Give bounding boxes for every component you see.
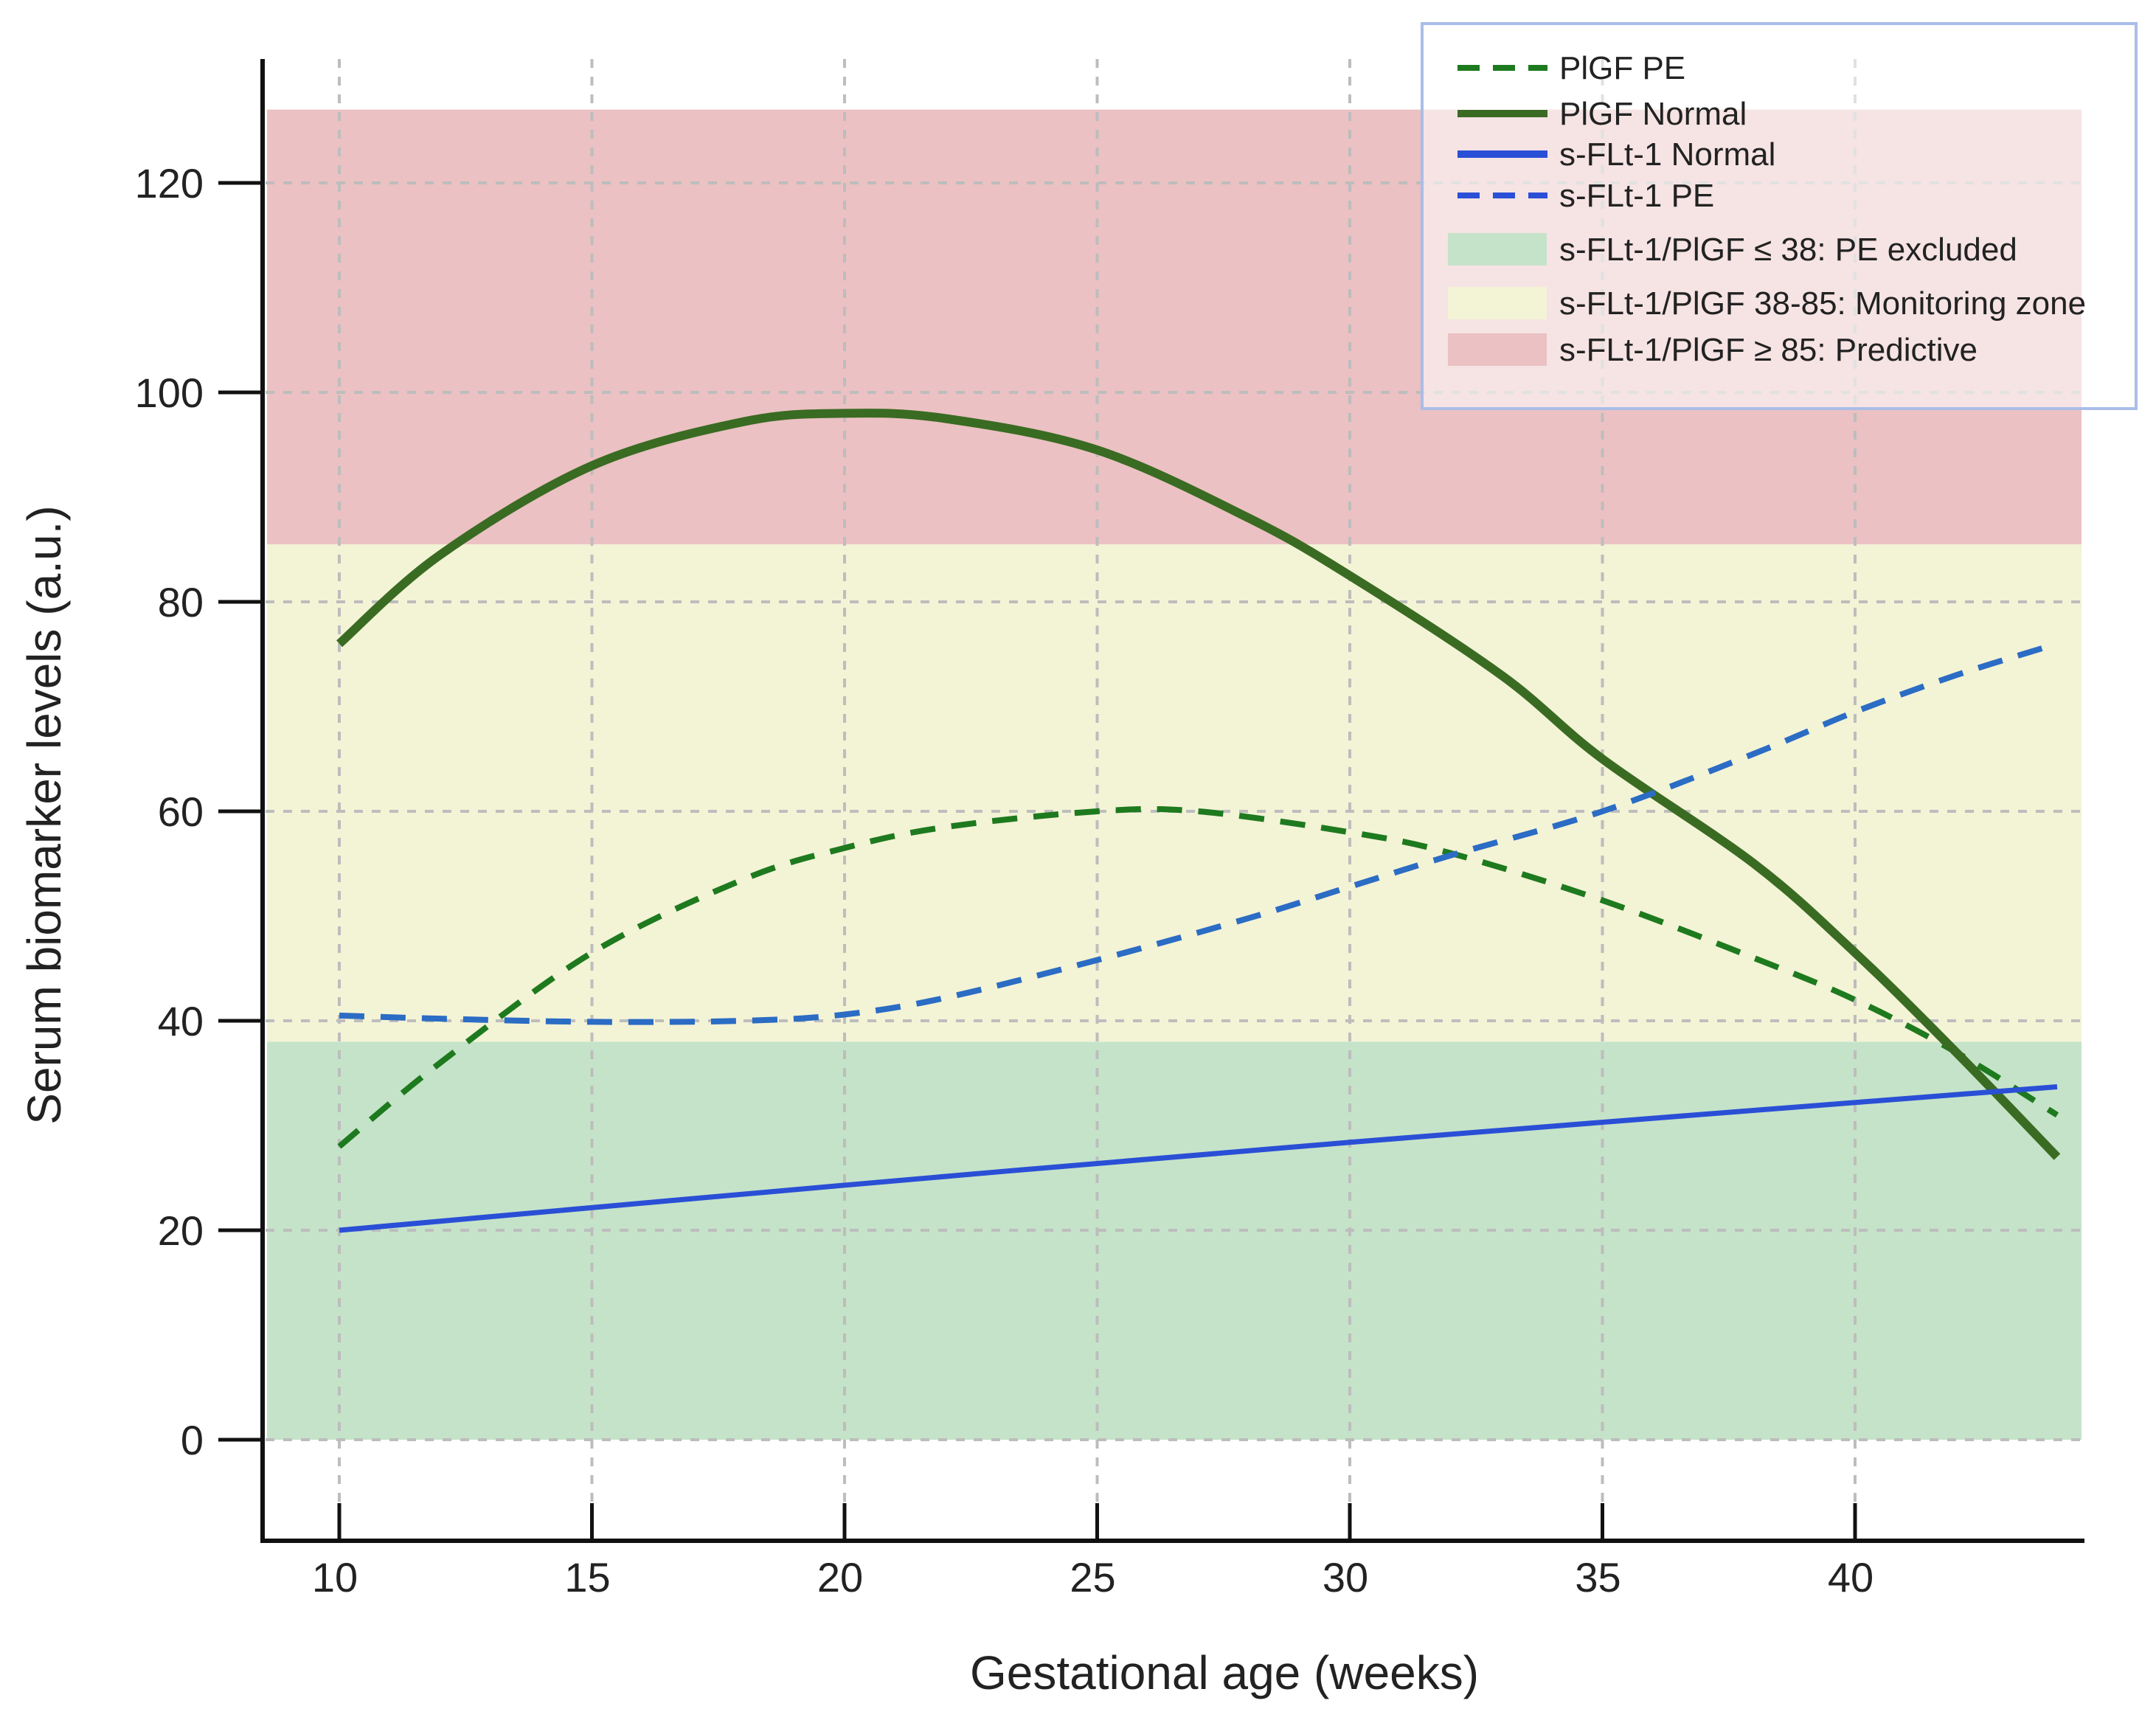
ticks: 0 20 40 60 80 100 120 10 15 20 25 30 35 40 bbox=[135, 160, 1874, 1601]
y-tick-label-0: 0 bbox=[181, 1417, 204, 1463]
y-tick-label-100: 100 bbox=[135, 370, 204, 416]
legend: PlGF PE PlGF Normal s-FLt-1 Normal s-FLt-1 … bbox=[1421, 22, 2138, 410]
series-line-s-flt-1-normal bbox=[339, 1083, 2058, 1233]
y-tick-label-40: 40 bbox=[158, 998, 204, 1044]
band-1 bbox=[267, 544, 2082, 1042]
legend-swatch-s-flt-1-plgf-38-85-monitoring-zone bbox=[1448, 287, 1547, 319]
y-tick-label-120: 120 bbox=[135, 160, 204, 207]
x-tick-label-35: 35 bbox=[1575, 1554, 1621, 1601]
y-tick-label-80: 80 bbox=[158, 579, 204, 625]
legend-label-plgf-pe: PlGF PE bbox=[1559, 50, 1685, 86]
x-tick-label-15: 15 bbox=[564, 1554, 610, 1601]
legend-label-s-flt-1-plgf-85-predictive: s-FLt-1/PlGF ≥ 85: Predictive bbox=[1559, 332, 1978, 368]
series-line-plgf-normal bbox=[336, 409, 2061, 1160]
y-axis-title: Serum biomarker levels (a.u.) bbox=[18, 505, 71, 1124]
x-tick-label-30: 30 bbox=[1323, 1554, 1368, 1601]
series-lines bbox=[336, 409, 2061, 1233]
series-line-s-flt-1-pe bbox=[339, 640, 2059, 1025]
legend-label-s-flt-1-plgf-38-pe-excluded: s-FLt-1/PlGF ≤ 38: PE excluded bbox=[1559, 232, 2017, 268]
legend-swatch-s-flt-1-plgf-85-predictive bbox=[1448, 333, 1547, 366]
legend-label-s-flt-1-normal: s-FLt-1 Normal bbox=[1559, 136, 1775, 173]
legend-swatch-s-flt-1-plgf-38-pe-excluded bbox=[1448, 233, 1547, 266]
legend-label-plgf-normal: PlGF Normal bbox=[1559, 96, 1747, 132]
x-tick-label-40: 40 bbox=[1828, 1554, 1873, 1601]
x-axis-title: Gestational age (weeks) bbox=[970, 1646, 1479, 1699]
y-tick-label-20: 20 bbox=[158, 1207, 204, 1254]
legend-label-s-flt-1-plgf-38-85-monitoring-zone: s-FLt-1/PlGF 38-85: Monitoring zone bbox=[1559, 285, 2086, 322]
legend-label-s-flt-1-pe: s-FLt-1 PE bbox=[1559, 178, 1714, 214]
axes bbox=[260, 59, 2084, 1543]
y-tick-label-60: 60 bbox=[158, 788, 204, 835]
x-tick-label-20: 20 bbox=[817, 1554, 863, 1601]
band-0 bbox=[267, 1041, 2082, 1440]
x-tick-label-25: 25 bbox=[1070, 1554, 1115, 1601]
x-tick-label-10: 10 bbox=[312, 1554, 358, 1601]
series-line-plgf-pe bbox=[337, 805, 2059, 1149]
